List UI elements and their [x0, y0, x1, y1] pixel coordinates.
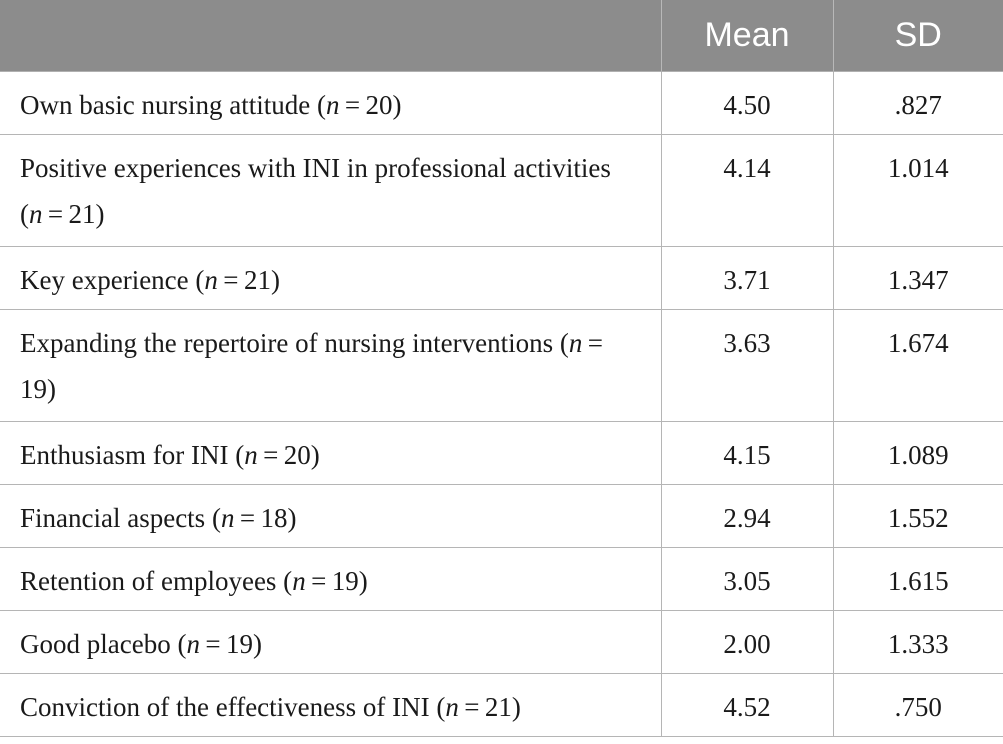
row-label-cell: Conviction of the effectiveness of INI (… — [0, 673, 661, 737]
row-label: Good placebo ( — [20, 629, 187, 659]
table-row: Retention of employees (n = 19) 3.05 1.6… — [0, 547, 1003, 611]
n-symbol: n — [29, 199, 43, 229]
row-label-cell: Enthusiasm for INI (n = 20) — [0, 421, 661, 485]
n-symbol: n — [568, 328, 583, 358]
row-label-cell: Positive experiences with INI in profess… — [0, 134, 661, 247]
row-label-cell: Expanding the repertoire of nursing inte… — [0, 309, 661, 422]
table-row: Enthusiasm for INI (n = 20) 4.15 1.089 — [0, 421, 1003, 485]
equals-sign: = — [257, 440, 284, 470]
row-label-cell: Key experience (n = 21) — [0, 246, 661, 310]
equals-sign: = — [339, 90, 366, 120]
row-label: Conviction of the effectiveness of INI ( — [20, 692, 446, 722]
row-label: Financial aspects ( — [20, 503, 221, 533]
n-value: 21 — [68, 199, 96, 229]
row-label-cell: Retention of employees (n = 19) — [0, 547, 661, 611]
sd-cell: .750 — [832, 673, 1003, 737]
n-value: 21 — [243, 265, 271, 295]
n-value: 20 — [365, 90, 393, 120]
equals-sign: = — [458, 692, 485, 722]
row-label: Expanding the repertoire of nursing inte… — [20, 328, 569, 358]
mean-cell: 2.00 — [660, 610, 833, 674]
row-label: Enthusiasm for INI ( — [20, 440, 245, 470]
row-label: Key experience ( — [20, 265, 205, 295]
n-value: 21 — [484, 692, 512, 722]
equals-sign: = — [234, 503, 261, 533]
close-paren: ) — [47, 374, 56, 404]
n-symbol: n — [325, 90, 340, 120]
header-row: Mean SD — [0, 0, 1003, 72]
n-value: 20 — [283, 440, 311, 470]
close-paren: ) — [95, 199, 105, 229]
close-paren: ) — [358, 566, 368, 596]
header-cell-sd: SD — [832, 0, 1003, 72]
close-paren: ) — [511, 692, 521, 722]
mean-cell: 3.71 — [660, 246, 833, 310]
n-value: 19 — [331, 566, 359, 596]
table-row: Positive experiences with INI in profess… — [0, 134, 1003, 247]
equals-sign: = — [199, 629, 226, 659]
close-paren: ) — [270, 265, 280, 295]
table-row: Conviction of the effectiveness of INI (… — [0, 673, 1003, 737]
close-paren: ) — [287, 503, 297, 533]
n-symbol: n — [292, 566, 306, 596]
table-row: Own basic nursing attitude (n = 20) 4.50… — [0, 71, 1003, 135]
mean-cell: 4.14 — [660, 134, 833, 247]
table-header: Mean SD — [0, 0, 1003, 72]
table-row: Key experience (n = 21) 3.71 1.347 — [0, 246, 1003, 310]
sd-cell: 1.347 — [832, 246, 1003, 310]
sd-cell: 1.333 — [832, 610, 1003, 674]
row-label: Positive experiences with INI in profess… — [20, 153, 611, 229]
table-body: Own basic nursing attitude (n = 20) 4.50… — [0, 71, 1003, 737]
row-label-cell: Financial aspects (n = 18) — [0, 484, 661, 548]
table-row: Financial aspects (n = 18) 2.94 1.552 — [0, 484, 1003, 548]
equals-sign: = — [42, 199, 69, 229]
equals-sign: = — [305, 566, 332, 596]
n-symbol: n — [244, 440, 258, 470]
mean-cell: 4.50 — [660, 71, 833, 135]
n-symbol: n — [186, 629, 200, 659]
n-value: 19 — [20, 374, 47, 404]
sd-cell: 1.014 — [832, 134, 1003, 247]
close-paren: ) — [253, 629, 262, 659]
mean-cell: 3.63 — [660, 309, 833, 422]
table-row: Good placebo (n = 19) 2.00 1.333 — [0, 610, 1003, 674]
mean-cell: 3.05 — [660, 547, 833, 611]
mean-cell: 2.94 — [660, 484, 833, 548]
close-paren: ) — [392, 90, 402, 120]
equals-sign: = — [217, 265, 244, 295]
sd-cell: 1.615 — [832, 547, 1003, 611]
header-cell-mean: Mean — [660, 0, 833, 72]
sd-cell: .827 — [832, 71, 1003, 135]
sd-cell: 1.089 — [832, 421, 1003, 485]
n-value: 19 — [226, 629, 253, 659]
row-label-cell: Good placebo (n = 19) — [0, 610, 661, 674]
n-symbol: n — [220, 503, 235, 533]
equals-sign: = — [582, 328, 609, 358]
sd-cell: 1.552 — [832, 484, 1003, 548]
table-row: Expanding the repertoire of nursing inte… — [0, 309, 1003, 422]
row-label: Retention of employees ( — [20, 566, 293, 596]
mean-cell: 4.15 — [660, 421, 833, 485]
mean-cell: 4.52 — [660, 673, 833, 737]
row-label-cell: Own basic nursing attitude (n = 20) — [0, 71, 661, 135]
n-value: 18 — [260, 503, 288, 533]
n-symbol: n — [204, 265, 218, 295]
row-label: Own basic nursing attitude ( — [20, 90, 326, 120]
n-symbol: n — [445, 692, 459, 722]
sd-cell: 1.674 — [832, 309, 1003, 422]
close-paren: ) — [310, 440, 320, 470]
header-cell-label — [0, 0, 661, 72]
